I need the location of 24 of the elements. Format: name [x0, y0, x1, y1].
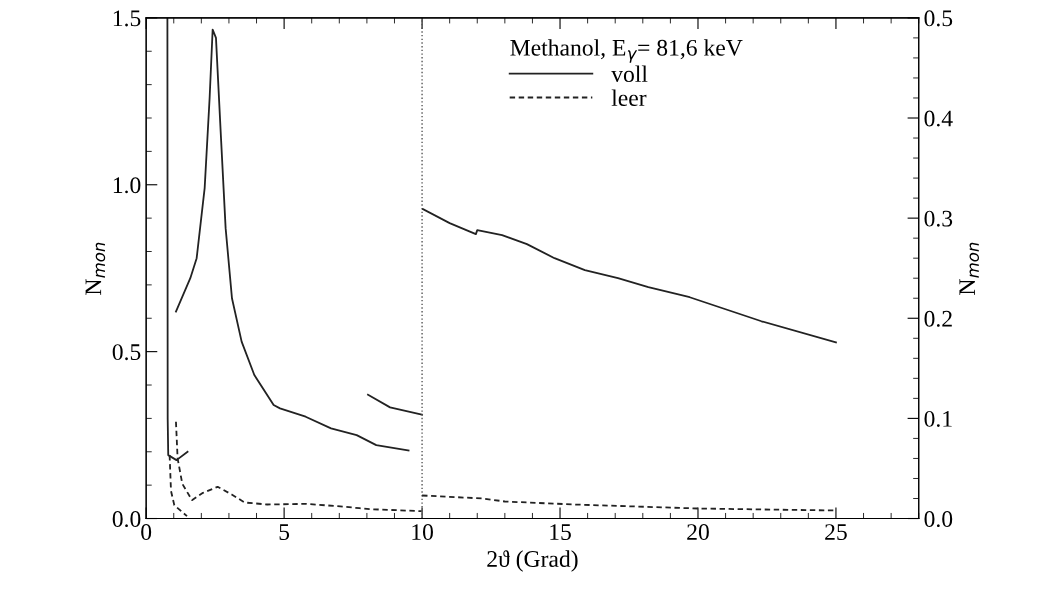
x-tick-label: 10 — [412, 524, 433, 540]
y-tick-label: 0.0 — [112, 511, 141, 528]
x-axis-title: 2ϑ (Grad) — [487, 550, 578, 572]
legend-title: Methanol, E$_{γ}$= 81,6 keV — [510, 39, 743, 63]
x-tick-label: 20 — [687, 524, 709, 540]
y-tick-label: 0.5 — [112, 344, 141, 361]
y2-tick-label: 0.2 — [924, 310, 952, 327]
line-series — [175, 28, 410, 452]
y2-axis-title: N$_{mon}$ — [959, 242, 980, 295]
y2-tick-label: 0.5 — [924, 10, 953, 27]
x-tick-label: 25 — [825, 524, 847, 540]
y2-tick-label: 0.0 — [924, 511, 953, 528]
y2-tick-label: 0.3 — [924, 210, 953, 227]
y-tick-label: 1.5 — [113, 10, 141, 27]
x-tick-label: 5 — [279, 524, 290, 540]
y-axis-title: N$_{mon}$ — [85, 242, 106, 295]
line-series — [421, 208, 837, 344]
legend-label: leer — [611, 89, 647, 107]
y-tick-label: 1.0 — [113, 177, 141, 194]
y2-tick-label: 0.1 — [924, 410, 952, 427]
x-tick-label: 0 — [141, 524, 152, 540]
legend-label: voll — [611, 65, 648, 83]
x-tick-label: 15 — [550, 524, 571, 540]
y2-tick-label: 0.4 — [924, 110, 953, 127]
